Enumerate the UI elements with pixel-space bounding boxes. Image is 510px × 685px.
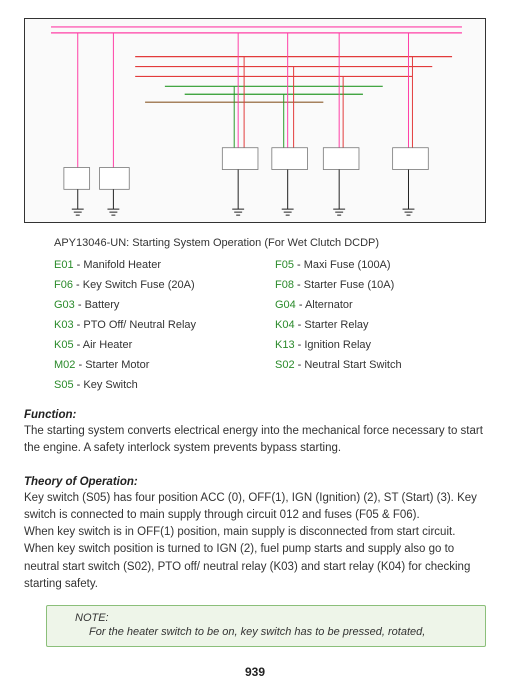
legend-code: F08 xyxy=(275,279,294,291)
legend-item: S02 - Neutral Start Switch xyxy=(275,359,486,371)
wiring-diagram xyxy=(24,18,486,223)
legend-grid: E01 - Manifold Heater F05 - Maxi Fuse (1… xyxy=(54,259,486,391)
legend-code: K04 xyxy=(275,319,295,331)
legend-item: M02 - Starter Motor xyxy=(54,359,265,371)
diagram-svg xyxy=(25,19,485,222)
legend-item: F08 - Starter Fuse (10A) xyxy=(275,279,486,291)
legend-label: Key Switch Fuse (20A) xyxy=(83,279,195,291)
legend-item: K05 - Air Heater xyxy=(54,339,265,351)
legend-item: K13 - Ignition Relay xyxy=(275,339,486,351)
legend-code: M02 xyxy=(54,359,75,371)
note-text: For the heater switch to be on, key swit… xyxy=(75,626,425,638)
legend-code: F05 xyxy=(275,259,294,271)
legend-code: E01 xyxy=(54,259,74,271)
legend-item: F05 - Maxi Fuse (100A) xyxy=(275,259,486,271)
theory-p3: When key switch position is turned to IG… xyxy=(24,541,486,593)
note-label: NOTE: xyxy=(75,612,475,624)
legend-item: S05 - Key Switch xyxy=(54,379,265,391)
legend-label: PTO Off/ Neutral Relay xyxy=(83,319,196,331)
legend-item: F06 - Key Switch Fuse (20A) xyxy=(54,279,265,291)
section-title-function: Function: xyxy=(24,409,486,421)
function-text: The starting system converts electrical … xyxy=(24,423,486,458)
legend-label: Key Switch xyxy=(83,379,137,391)
legend-item: G04 - Alternator xyxy=(275,299,486,311)
page-number: 939 xyxy=(0,665,510,679)
legend-code: G04 xyxy=(275,299,296,311)
legend-code: K03 xyxy=(54,319,74,331)
legend-label: Alternator xyxy=(305,299,353,311)
legend-item: K04 - Starter Relay xyxy=(275,319,486,331)
legend-code: K05 xyxy=(54,339,74,351)
legend-code: K13 xyxy=(275,339,295,351)
legend-code: G03 xyxy=(54,299,75,311)
legend-label: Neutral Start Switch xyxy=(304,359,401,371)
theory-p1: Key switch (S05) has four position ACC (… xyxy=(24,490,486,525)
legend-item: G03 - Battery xyxy=(54,299,265,311)
legend-label: Battery xyxy=(85,299,120,311)
section-title-theory: Theory of Operation: xyxy=(24,476,486,488)
legend-item: K03 - PTO Off/ Neutral Relay xyxy=(54,319,265,331)
note-box: NOTE: For the heater switch to be on, ke… xyxy=(46,605,486,647)
legend-label: Air Heater xyxy=(83,339,133,351)
legend-label: Ignition Relay xyxy=(304,339,371,351)
legend-code: S02 xyxy=(275,359,295,371)
legend-label: Starter Relay xyxy=(304,319,368,331)
legend-label: Maxi Fuse (100A) xyxy=(304,259,391,271)
legend-label: Starter Motor xyxy=(85,359,149,371)
legend-code: F06 xyxy=(54,279,73,291)
legend-code: S05 xyxy=(54,379,74,391)
legend-item: E01 - Manifold Heater xyxy=(54,259,265,271)
legend-title: APY13046-UN: Starting System Operation (… xyxy=(54,237,486,249)
legend-label: Starter Fuse (10A) xyxy=(304,279,394,291)
legend-label: Manifold Heater xyxy=(83,259,161,271)
theory-p2: When key switch is in OFF(1) position, m… xyxy=(24,524,486,541)
